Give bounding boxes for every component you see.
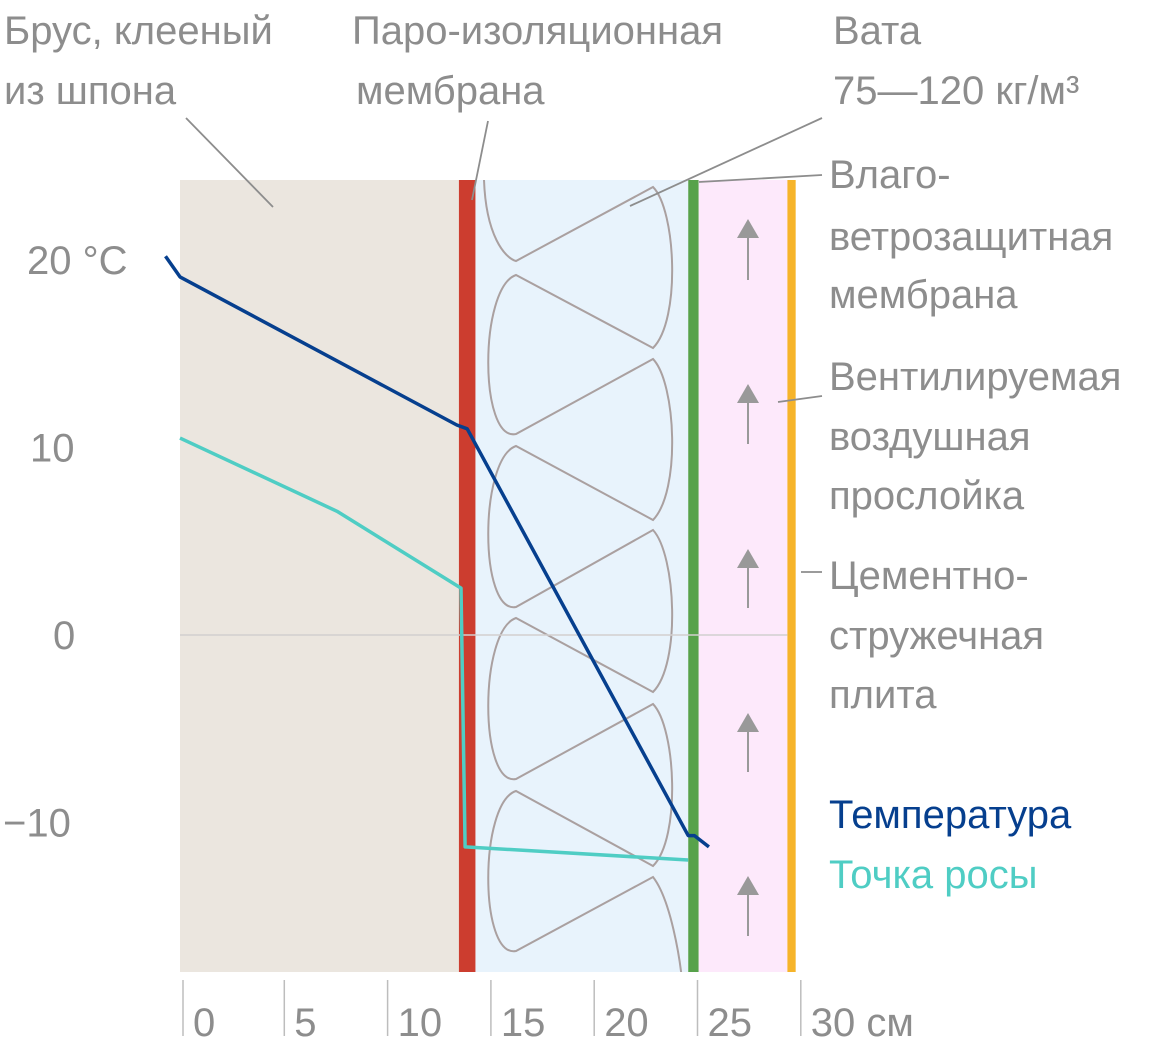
- legend-temperature: Температура: [829, 793, 1072, 837]
- label-vapor-line2: мембрана: [356, 69, 545, 113]
- x-tick-label: 20: [604, 1001, 649, 1045]
- x-tick-label: 0: [193, 1001, 215, 1045]
- arrow-up-icon: [737, 219, 759, 280]
- label-air-line1: Вентилируемая: [829, 355, 1121, 399]
- y-tick-label: −10: [3, 802, 71, 846]
- label-wool-line2: 75—120 кг/м³: [833, 69, 1079, 113]
- air-gap-layer: [698, 180, 788, 972]
- x-tick-label: 10: [398, 1001, 443, 1045]
- insulation-pattern: [483, 180, 683, 972]
- y-tick-label: 20 °C: [27, 239, 128, 283]
- y-axis: 20 °C 10 0 −10: [3, 239, 128, 846]
- x-tick-label: 25: [708, 1001, 753, 1045]
- label-air-line2: воздушная: [829, 415, 1030, 459]
- label-beam-line1: Брус, клееный: [4, 9, 273, 53]
- wind-membrane-layer: [688, 180, 699, 972]
- leader-lines: [185, 117, 823, 573]
- cement-board-layer: [787, 180, 796, 972]
- airflow-arrows: [737, 219, 759, 936]
- label-vapor-line1: Паро-изоляционная: [352, 9, 723, 53]
- vapor-barrier-layer: [458, 180, 476, 972]
- wall-layers: [180, 180, 796, 972]
- arrow-up-icon: [737, 384, 759, 444]
- label-beam-line2: из шпона: [4, 69, 177, 113]
- x-tick-label: 5: [294, 1001, 316, 1045]
- label-wind-line2: ветрозащитная: [829, 215, 1113, 259]
- label-board-line2: стружечная: [829, 614, 1044, 658]
- arrow-up-icon: [737, 549, 759, 608]
- label-wind-line1: Влаго-: [829, 153, 951, 197]
- label-wind-line3: мембрана: [829, 273, 1018, 317]
- label-air-line3: прослойка: [829, 474, 1025, 518]
- insulation-layer: [475, 180, 689, 972]
- wood-beam-layer: [180, 180, 459, 972]
- label-board-line3: плита: [829, 673, 937, 717]
- x-tick-label: 15: [501, 1001, 546, 1045]
- x-axis: 0 5 10 15 20 25 30 см: [182, 980, 914, 1045]
- arrow-up-icon: [737, 876, 759, 936]
- temperature-line: [164, 255, 710, 849]
- label-wool-line1: Вата: [833, 9, 922, 53]
- dewpoint-line: [179, 436, 689, 862]
- label-board-line1: Цементно-: [829, 554, 1029, 598]
- arrow-up-icon: [737, 713, 759, 772]
- y-tick-label: 10: [30, 427, 75, 471]
- x-tick-label: 30 см: [811, 1001, 914, 1045]
- legend-dewpoint: Точка росы: [829, 853, 1038, 897]
- y-tick-label: 0: [53, 614, 75, 658]
